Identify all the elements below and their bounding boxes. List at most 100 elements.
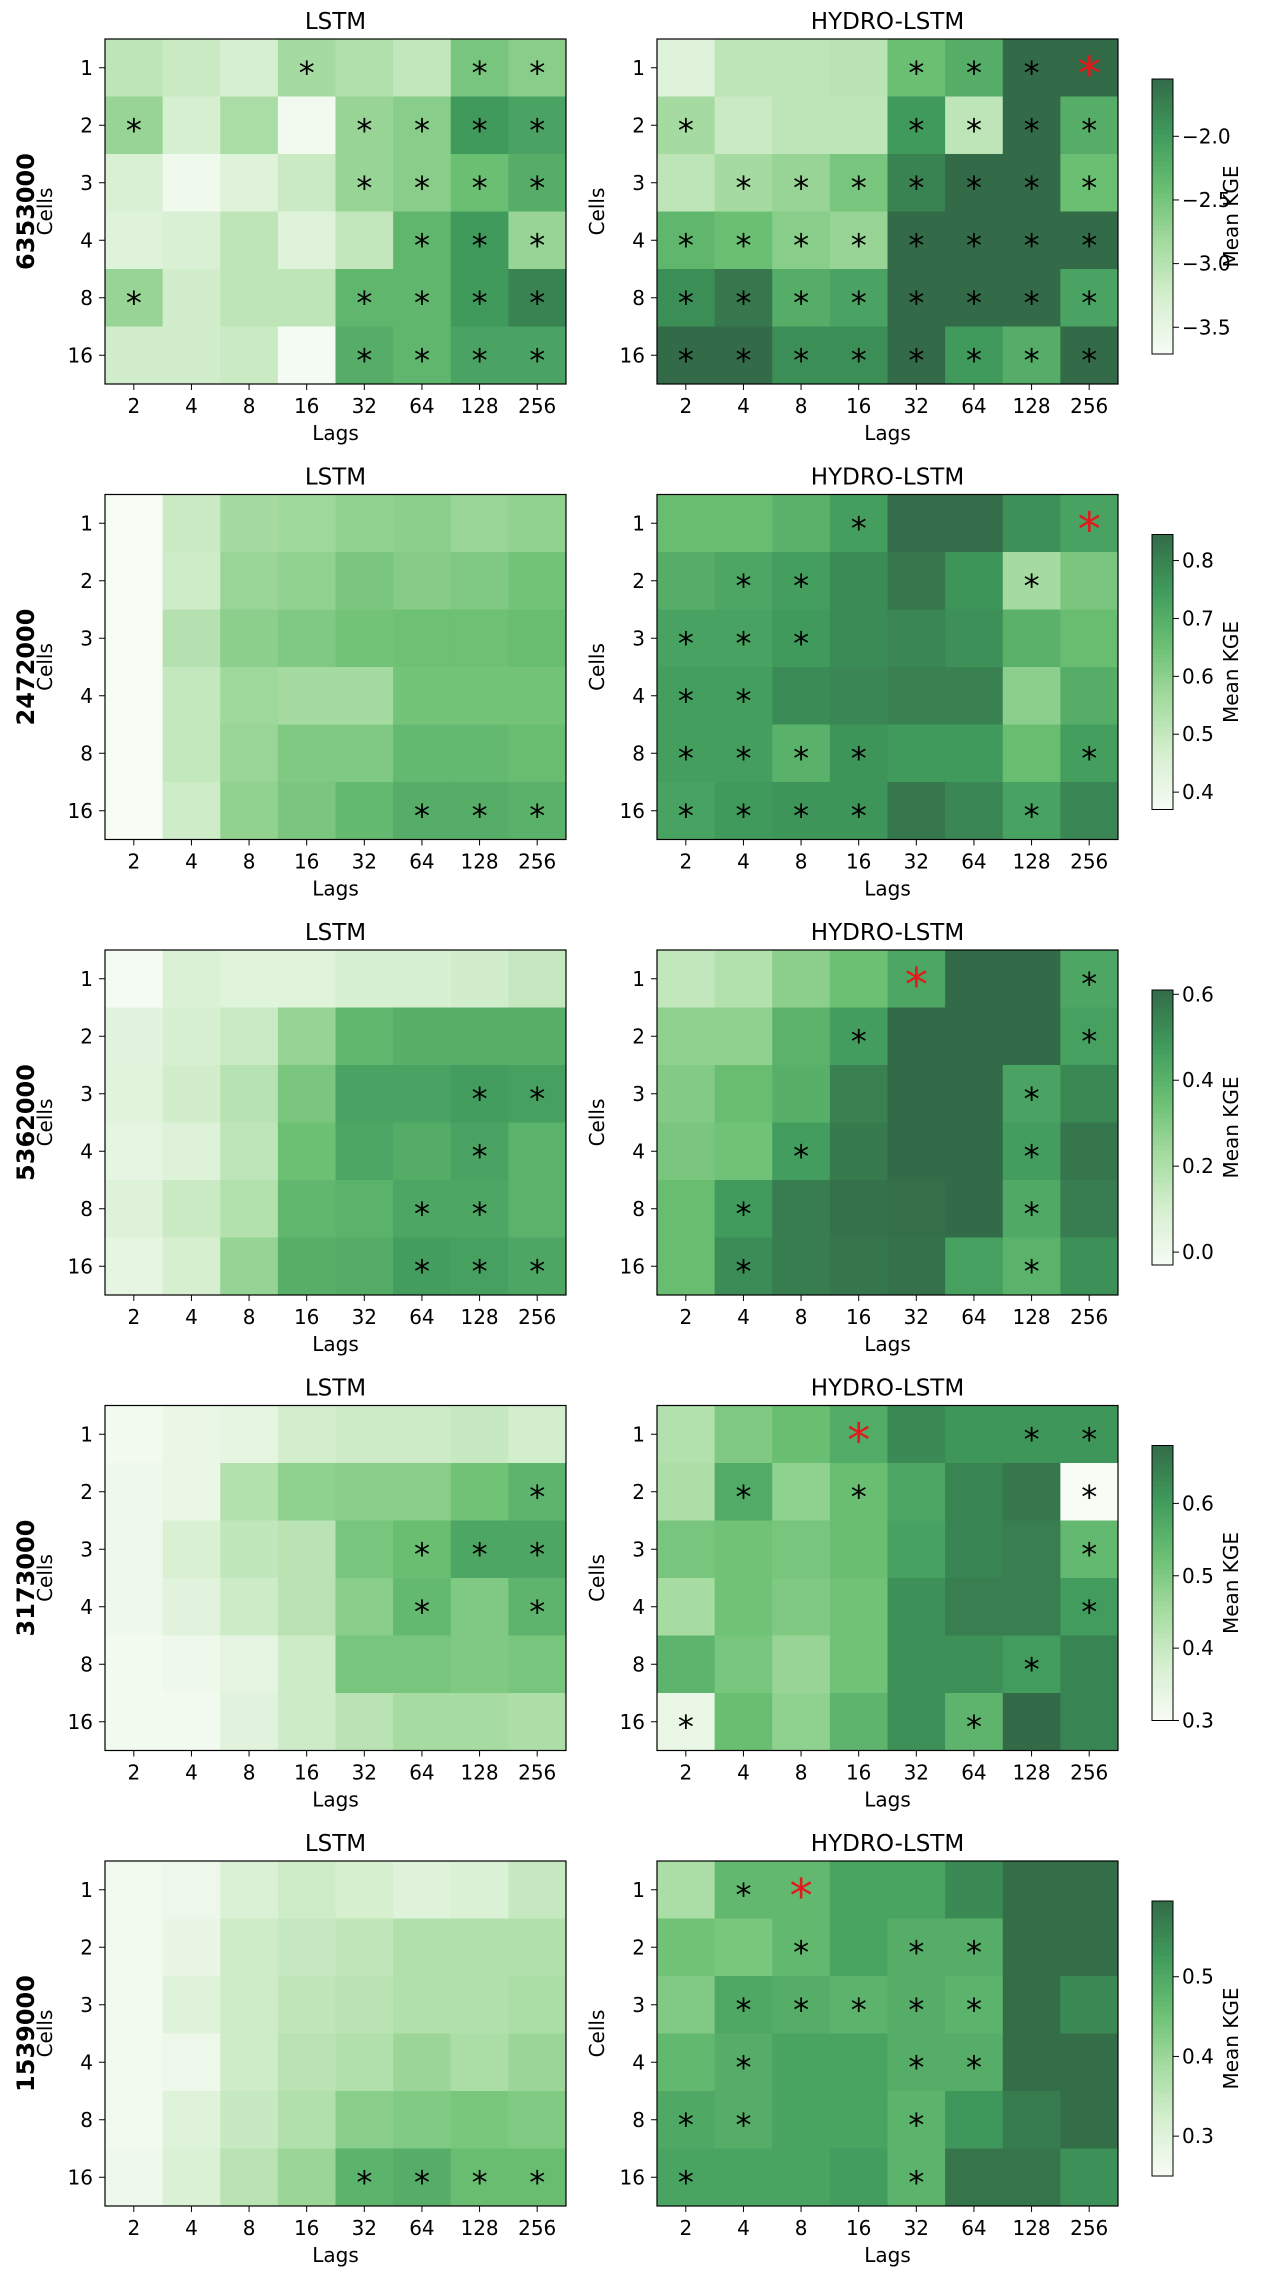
colorbar-gradient-segment (1152, 1049, 1173, 1055)
heatmap-cell (105, 1976, 164, 2034)
y-tick-label: 16 (68, 799, 93, 823)
significance-star-marker: * (1081, 965, 1097, 1003)
colorbar-gradient-segment (1152, 1500, 1173, 1506)
colorbar-gradient-segment (1152, 2056, 1173, 2063)
heatmap-cell (450, 724, 509, 783)
x-tick-label: 16 (846, 394, 871, 418)
y-tick-label: 8 (80, 286, 93, 310)
colorbar-tick-label: 0.5 (1182, 1564, 1214, 1588)
significance-star-marker: * (126, 284, 142, 322)
colorbar-gradient-segment (1152, 2098, 1173, 2104)
heatmap-cell (393, 1007, 452, 1066)
x-tick-label: 128 (1012, 394, 1050, 418)
colorbar-gradient-segment (1152, 598, 1173, 604)
heatmap-cell (335, 2033, 394, 2092)
y-tick-label: 16 (68, 1710, 93, 1734)
x-tick-label: 4 (185, 394, 198, 418)
y-axis-label: Cells (33, 188, 57, 236)
heatmap-cell (335, 326, 394, 385)
colorbar-gradient-segment (1152, 271, 1173, 277)
colorbar-gradient-segment (1152, 1592, 1173, 1598)
colorbar-gradient-segment (1152, 772, 1173, 779)
heatmap-cell (887, 2148, 946, 2207)
x-tick-label: 4 (737, 850, 750, 874)
colorbar-gradient-segment (1152, 667, 1173, 673)
heatmap-cell (829, 1122, 888, 1181)
colorbar-gradient-segment (1152, 1136, 1173, 1142)
heatmap-cell (1060, 1180, 1119, 1238)
heatmap-cell (945, 154, 1004, 212)
heatmap-cell (335, 950, 394, 1008)
colorbar-gradient-segment (1152, 1003, 1173, 1009)
heatmap-cell (1060, 667, 1119, 725)
significance-star-marker: * (735, 2106, 751, 2144)
significance-star-marker: * (735, 169, 751, 207)
heatmap-cell (105, 269, 164, 327)
panel-title: LSTM (305, 920, 366, 946)
colorbar-gradient-segment (1152, 303, 1173, 309)
heatmap-cell (1060, 1122, 1119, 1181)
y-tick-label: 16 (620, 1710, 645, 1734)
heatmap-cell (887, 1065, 946, 1123)
panel-title: HYDRO-LSTM (811, 1831, 964, 1857)
colorbar-gradient-segment (1152, 685, 1173, 691)
colorbar-gradient-segment (1152, 1578, 1173, 1584)
colorbar-gradient-segment (1152, 713, 1173, 719)
colorbar-gradient-segment (1152, 2020, 1173, 2026)
y-tick-label: 4 (632, 2050, 645, 2074)
significance-star-marker: * (908, 111, 924, 149)
y-tick-label: 8 (80, 1652, 93, 1676)
colorbar-gradient-segment (1152, 2102, 1173, 2108)
y-tick-label: 4 (632, 1139, 645, 1163)
heatmap-cell (1002, 269, 1061, 327)
heatmap-cell (887, 1976, 946, 2034)
significance-star-marker: * (851, 226, 867, 264)
significance-star-marker: * (1081, 1535, 1097, 1573)
colorbar-gradient-segment (1152, 92, 1173, 98)
heatmap-cell (105, 154, 164, 212)
colorbar-gradient-segment (1152, 1601, 1173, 1607)
heatmap-cell (277, 1918, 336, 1977)
colorbar-gradient-segment (1152, 731, 1173, 737)
colorbar-gradient-segment (1152, 1983, 1173, 1989)
significance-star-marker: * (414, 797, 430, 835)
colorbar-gradient-segment (1152, 717, 1173, 724)
colorbar-label: Mean KGE (1219, 1532, 1243, 1634)
heatmap-cell (105, 1520, 164, 1579)
heatmap-cell (772, 667, 831, 725)
heatmap-cell (657, 1918, 716, 1977)
heatmap-cell (105, 1065, 164, 1123)
y-tick-label: 2 (80, 1024, 93, 1048)
y-tick-label: 2 (632, 113, 645, 137)
colorbar-gradient-segment (1152, 1040, 1173, 1046)
heatmap-cell (162, 609, 221, 668)
colorbar-gradient-segment (1152, 539, 1173, 545)
colorbar-gradient-segment (1152, 207, 1173, 213)
x-tick-label: 64 (961, 850, 986, 874)
heatmap-cell (162, 1520, 221, 1579)
colorbar-gradient-segment (1152, 1509, 1173, 1515)
heatmap-cell (657, 1122, 716, 1181)
colorbar-gradient-segment (1152, 2047, 1173, 2053)
heatmap-cell (714, 2091, 773, 2149)
colorbar-gradient-segment (1152, 1251, 1173, 1257)
heatmap-cell (335, 211, 394, 270)
colorbar-gradient-segment (1152, 1615, 1173, 1621)
heatmap-cell (772, 96, 831, 155)
colorbar-gradient-segment (1152, 1683, 1173, 1690)
heatmap-cell (829, 1405, 888, 1464)
y-tick-label: 4 (632, 228, 645, 252)
colorbar-gradient-segment (1152, 999, 1173, 1005)
heatmap-cell (657, 1861, 716, 1919)
colorbar-gradient-segment (1152, 1132, 1173, 1138)
x-tick-label: 16 (294, 850, 319, 874)
colorbar-gradient-segment (1152, 1715, 1173, 1722)
colorbar-gradient-segment (1152, 129, 1173, 135)
y-tick-label: 3 (632, 171, 645, 195)
heatmap-cell (105, 211, 164, 270)
x-tick-label: 128 (1012, 1305, 1050, 1329)
colorbar-gradient-segment (1152, 672, 1173, 678)
significance-star-marker: * (529, 2163, 545, 2201)
y-tick-label: 16 (620, 799, 645, 823)
